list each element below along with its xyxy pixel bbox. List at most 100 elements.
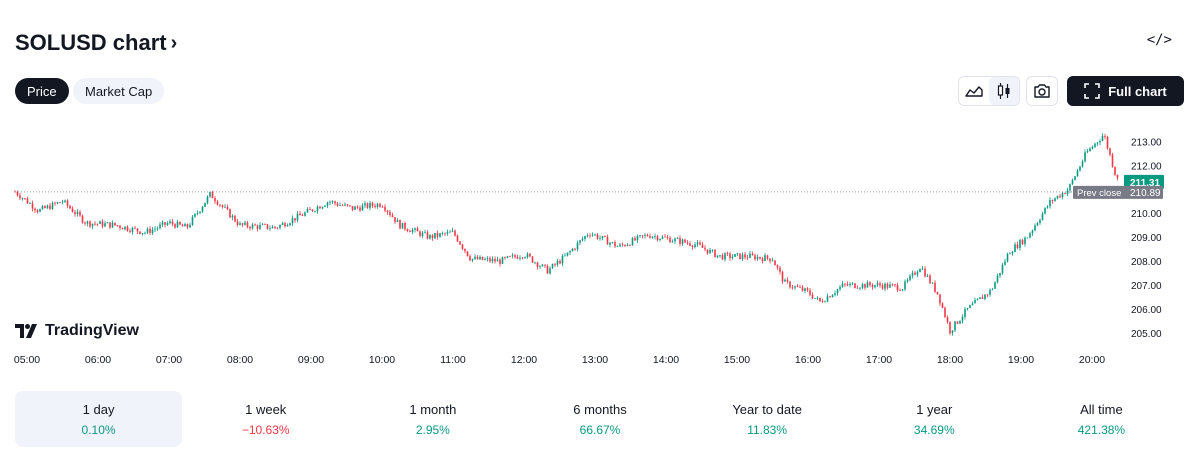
candle-body <box>456 235 459 242</box>
candle-body <box>331 201 334 203</box>
page-title[interactable]: SOLUSD chart › <box>15 30 177 56</box>
period-year-to-date[interactable]: Year to date 11.83% <box>684 391 851 447</box>
period-1-day[interactable]: 1 day 0.10% <box>15 391 183 447</box>
period-change: −10.63% <box>241 422 290 437</box>
candle-body <box>551 264 554 269</box>
candle-body <box>1096 142 1099 144</box>
candle-body <box>236 221 239 225</box>
candle-body <box>571 248 574 252</box>
candle-body <box>494 258 496 262</box>
candle-body <box>1039 219 1041 223</box>
embed-code-button[interactable]: </> <box>1146 32 1172 48</box>
candle-body <box>891 284 894 286</box>
candle-body <box>1029 233 1031 238</box>
candle-body <box>1091 146 1094 149</box>
candle-body <box>516 256 519 259</box>
candle-body <box>591 234 594 236</box>
candle-body <box>529 253 531 257</box>
candle-body <box>1106 136 1109 149</box>
candle-body <box>269 228 271 230</box>
candle-body <box>1044 207 1046 214</box>
full-chart-button[interactable]: Full chart <box>1067 76 1184 106</box>
period-change: 34.69% <box>913 422 955 437</box>
candle-body <box>734 254 736 257</box>
candle-body <box>349 205 351 207</box>
prev-close-value: 210.89 <box>1130 188 1161 199</box>
y-tick-label: 208.00 <box>1131 257 1162 268</box>
candle-body <box>679 238 681 244</box>
candle-body <box>274 226 276 228</box>
candle-body <box>201 206 204 212</box>
candle-body <box>266 224 269 229</box>
candle-body <box>434 233 436 239</box>
candle-body <box>1031 230 1034 234</box>
candle-body <box>419 231 421 236</box>
candle-body <box>249 226 251 229</box>
candle-body <box>851 283 854 285</box>
candle-body <box>699 242 701 245</box>
period-all-time[interactable]: All time 421.38% <box>1018 391 1185 447</box>
candle-body <box>1086 151 1089 153</box>
candle-body <box>169 221 171 224</box>
period-6-months[interactable]: 6 months 66.67% <box>516 391 683 447</box>
candle-body <box>1009 253 1011 255</box>
candle-body <box>321 206 324 209</box>
candle-body <box>886 283 889 288</box>
candle-body <box>916 272 919 275</box>
period-1-year[interactable]: 1 year 34.69% <box>851 391 1018 447</box>
candle-body <box>1084 152 1086 162</box>
candle-body <box>676 238 679 239</box>
price-chart[interactable]: 213.00212.00211.00210.00209.00208.00207.… <box>0 115 1200 380</box>
tab-market-cap[interactable]: Market Cap <box>73 78 165 104</box>
candle-body <box>881 285 884 289</box>
candle-body <box>761 258 764 262</box>
candle-body <box>951 330 954 334</box>
candle-body <box>961 316 964 321</box>
candle-body <box>459 241 461 245</box>
snapshot-button[interactable] <box>1026 76 1058 106</box>
candlestick-chart-button[interactable] <box>989 77 1019 105</box>
candle-body <box>81 215 84 223</box>
candle-body <box>866 282 869 288</box>
candle-body <box>941 303 944 308</box>
tab-price[interactable]: Price <box>15 78 69 104</box>
period-1-week[interactable]: 1 week −10.63% <box>182 391 349 447</box>
period-1-month[interactable]: 1 month 2.95% <box>349 391 516 447</box>
candle-body <box>511 255 514 257</box>
candle-body <box>539 266 541 268</box>
candle-body <box>514 255 516 257</box>
candle-body <box>501 257 504 264</box>
candle-body <box>614 242 616 247</box>
candle-body <box>66 200 69 206</box>
candle-body <box>149 228 151 234</box>
candle-body <box>186 224 189 228</box>
candle-body <box>36 210 39 212</box>
candle-body <box>711 249 714 251</box>
candle-body <box>714 249 716 258</box>
candlestick-icon <box>997 83 1010 99</box>
candle-body <box>749 253 751 258</box>
period-change: 66.67% <box>579 422 621 437</box>
tradingview-logo[interactable]: TradingView <box>15 322 139 340</box>
chart-title[interactable]: SOLUSD chart <box>15 30 167 55</box>
candle-body <box>154 228 156 230</box>
candle-body <box>616 246 619 248</box>
candle-body <box>44 206 46 209</box>
candle-body <box>709 249 711 254</box>
candle-body <box>846 284 849 286</box>
candle-body <box>251 224 254 229</box>
candle-body <box>716 255 719 258</box>
chevron-right-icon[interactable]: › <box>170 32 178 54</box>
candle-body <box>376 203 379 208</box>
candle-body <box>1034 225 1036 231</box>
candle-body <box>54 202 56 204</box>
candle-body <box>254 224 256 226</box>
candle-body <box>899 290 901 292</box>
candle-body <box>144 232 146 234</box>
candle-body <box>689 243 691 246</box>
area-chart-button[interactable] <box>959 77 989 105</box>
candle-body <box>391 215 394 218</box>
candle-body <box>476 256 479 260</box>
candle-body <box>974 300 976 304</box>
candle-body <box>726 253 729 254</box>
